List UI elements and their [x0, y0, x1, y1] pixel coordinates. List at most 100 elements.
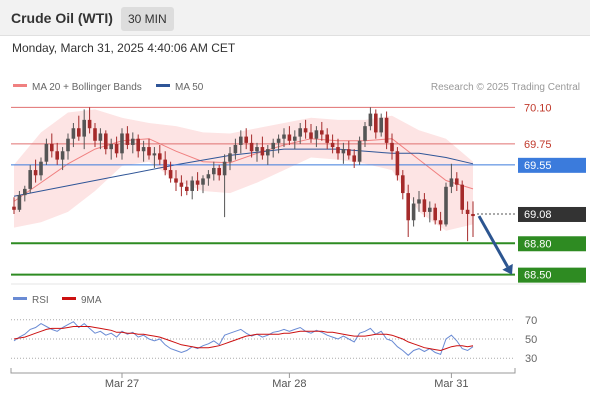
candle-body — [309, 132, 313, 139]
candle-body — [271, 142, 275, 150]
candle-body — [438, 220, 443, 225]
pivot-label-box — [518, 157, 586, 173]
candle-body — [465, 209, 470, 214]
candle — [163, 151, 167, 176]
candle-body — [33, 170, 38, 176]
candle — [374, 109, 378, 139]
candle — [152, 147, 157, 168]
legend-ma20: MA 20 + Bollinger Bands — [13, 82, 142, 93]
candle-body — [303, 128, 308, 133]
candle-body — [87, 119, 92, 129]
candle-body — [282, 134, 286, 139]
candle-body — [185, 186, 189, 191]
candle — [131, 132, 135, 154]
candle-body — [417, 199, 421, 204]
candle — [109, 138, 113, 160]
candle-body — [244, 136, 248, 143]
x-tick-label: Mar 28 — [272, 378, 306, 390]
candle — [271, 138, 275, 158]
candle-body — [384, 117, 389, 143]
candle — [93, 123, 97, 148]
candle-body — [217, 167, 221, 176]
candle — [66, 133, 70, 160]
ma50-legend-swatch — [156, 84, 170, 87]
candle-body — [206, 174, 211, 179]
candle — [33, 159, 38, 183]
candle-body — [28, 170, 32, 189]
candle — [287, 126, 292, 145]
candle — [455, 172, 459, 191]
candle — [444, 182, 448, 227]
candle — [276, 134, 281, 154]
candle — [309, 124, 313, 143]
candle — [98, 128, 103, 150]
candle — [190, 176, 194, 200]
candle — [82, 109, 86, 150]
candle-body — [174, 178, 178, 183]
candle-body — [114, 143, 119, 154]
candle — [28, 164, 32, 194]
candle — [347, 140, 351, 160]
ma50-line — [13, 148, 474, 197]
candle — [217, 164, 221, 181]
candle-body — [249, 142, 254, 152]
candle-body — [93, 128, 97, 141]
candle-body — [147, 147, 151, 156]
candle-body — [379, 117, 383, 133]
candle — [303, 119, 308, 139]
candle-body — [347, 149, 351, 156]
candle — [50, 133, 54, 158]
candle — [401, 170, 405, 200]
candle-body — [411, 203, 416, 221]
candle-body — [55, 151, 59, 160]
candle — [336, 138, 340, 160]
pivot-label: 69.55 — [524, 160, 552, 172]
candle-body — [422, 199, 427, 212]
candle — [314, 126, 319, 148]
candle-body — [325, 134, 329, 143]
candle — [179, 175, 184, 197]
support-label: 68.80 — [524, 238, 552, 250]
candle-body — [471, 213, 475, 217]
candle — [438, 211, 443, 231]
candle-body — [109, 143, 113, 150]
forecast-arrow-head — [502, 263, 513, 275]
candle — [293, 130, 297, 150]
candle — [239, 130, 243, 154]
candle — [104, 130, 108, 155]
rsi-level-label: 50 — [525, 334, 537, 346]
candle — [23, 185, 27, 202]
forecast-arrow-group — [477, 215, 513, 275]
candle-body — [449, 178, 454, 187]
candle — [71, 123, 76, 148]
candle-body — [444, 186, 448, 225]
candle-body — [428, 207, 432, 212]
candle — [185, 180, 189, 196]
candle-body — [266, 149, 270, 156]
candle — [330, 134, 335, 154]
candle-body — [125, 133, 130, 145]
candle — [158, 144, 162, 165]
candle-body — [395, 151, 400, 176]
candle-body — [298, 128, 302, 137]
forecast-arrow — [477, 215, 509, 268]
candle-body — [352, 155, 356, 162]
candle — [228, 147, 232, 171]
candle — [17, 190, 22, 212]
resistance-label: 69.75 — [524, 139, 552, 151]
candle-body — [406, 193, 410, 221]
candlesticks — [12, 107, 475, 242]
candle — [222, 154, 227, 218]
rsi-ma-line — [13, 326, 474, 352]
candle-body — [195, 180, 200, 185]
price-level-labels: 70.10 69.75 69.55 69.08 68.80 68.50 — [518, 102, 586, 283]
candle-body — [293, 136, 297, 141]
timeframe-badge[interactable]: 30 MIN — [121, 7, 174, 31]
candle-body — [190, 180, 194, 191]
rsi-level-label: 30 — [525, 353, 537, 365]
chart-header: Crude Oil (WTI) 30 MIN — [0, 0, 590, 36]
candle-body — [71, 128, 76, 139]
candle — [325, 128, 329, 150]
legend-ma50: MA 50 — [156, 82, 204, 93]
